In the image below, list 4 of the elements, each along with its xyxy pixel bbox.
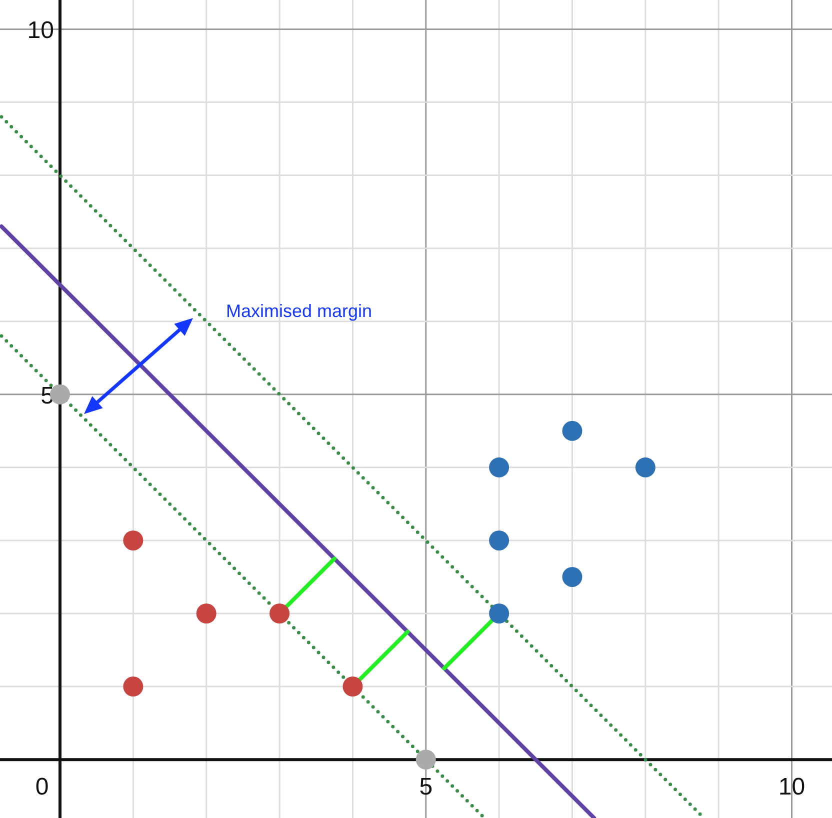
annotation: Maximised margin	[226, 301, 372, 321]
x-tick-label: 0	[35, 774, 49, 801]
x-tick-label: 10	[778, 774, 806, 801]
x-tick-label: 5	[419, 774, 433, 801]
